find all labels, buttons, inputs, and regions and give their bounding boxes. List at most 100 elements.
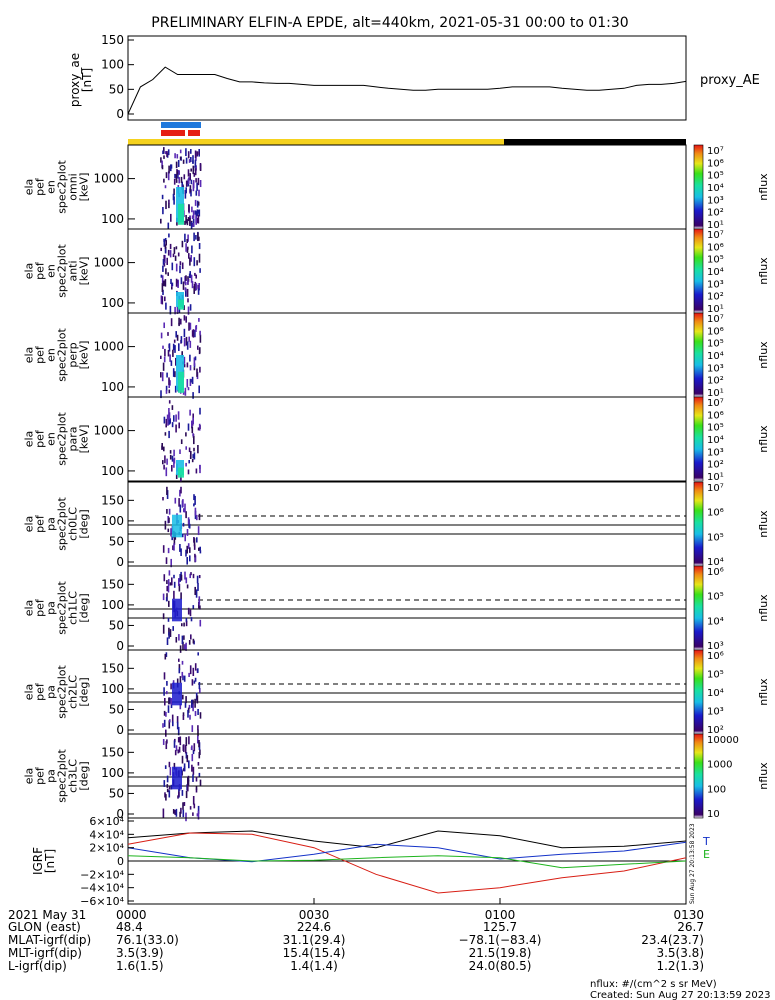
spectrogram-pixel [167,149,170,156]
spectrogram-pixel [180,176,183,183]
spectrogram-pixel [189,609,192,617]
ylabel-line: para [67,427,80,452]
spectrogram-pixel [191,420,193,429]
spectrogram-pixel [178,578,180,586]
spectrogram-pixel [185,243,187,252]
info-value: 224.6 [297,920,331,934]
spectrogram-pixel [184,190,187,199]
spectrogram-pixel [198,596,201,605]
energy-tick-label: 100 [101,212,124,226]
ylabel-line: spec2plot [56,412,69,466]
pa-tick-label: 150 [101,745,124,759]
spectrogram-pixel [198,151,200,155]
pa-tick-label: 0 [116,639,124,653]
spectrogram-pixel [193,452,196,460]
ylabel-line: spec2plot [56,749,69,803]
colorbar [693,312,704,398]
colorbar-tick-label: 10⁷ [707,146,724,157]
spectrogram-pixel [176,721,179,730]
spectrogram-pixel [188,336,190,342]
spectrogram-pixel [179,149,182,154]
spectrogram-pixel [190,157,192,162]
spectrogram-pixel [178,177,180,184]
spectrogram-pixel [165,729,167,737]
spectrogram-pixel [172,545,174,551]
info-value: 15.4(15.4) [283,946,346,960]
pa-y-axis-label: elapefpaspec2plotch3LC[deg] [23,749,91,803]
ylabel-line: perp [67,342,80,367]
pitch-angle-core [172,598,182,622]
spectrogram-pixel [165,794,167,801]
spectrogram-pixel [166,691,168,695]
bar-black [504,139,686,145]
spectrogram-pixel [185,432,187,437]
spectrogram-pixel [166,257,168,265]
igrf-legend-e: E [703,848,710,861]
ylabel-line: spec2plot [56,160,69,214]
spectrogram-pixel [187,517,190,525]
colorbar [693,481,704,567]
panel-frame [127,144,687,230]
spectrogram-pixel [175,637,178,643]
spectrogram-pixel [178,307,181,314]
ylabel-line: [deg] [78,677,91,706]
spectrogram-pixel [177,160,180,167]
spectrogram-pixel [165,390,168,394]
spectrogram-pixel [191,699,193,708]
pa-tick-label: 50 [109,618,124,632]
spectrogram-pixel [173,449,175,457]
ylabel-line: ch3LC [67,759,80,793]
colorbar-tick-label: 10⁷ [707,230,724,241]
energy-spectrogram-panels: 1001000elapefenspec2plotomni[keV]10⁷10⁶1… [23,144,770,483]
ylabel-line: [deg] [78,509,91,538]
spectrogram-pixel [175,179,178,183]
spectrogram-pixel [182,641,184,651]
spectrogram-pixel [185,336,188,346]
energy-tick-label: 100 [101,464,124,478]
colorbar-tick-label: 10 [707,809,720,820]
info-time: 0130 [673,908,704,922]
spectrogram-pixel [195,468,198,474]
spectrogram-pixel [194,199,197,206]
ylabel-line: [keV] [78,257,91,286]
spectrogram-pixel [178,422,180,429]
spectrogram-pixel [185,511,187,519]
pa-tick-label: 150 [101,577,124,591]
spectrogram-pixel [187,607,190,615]
spectrogram-pixel [183,763,186,772]
science-zone-bars [128,122,686,145]
spectrogram-pixel [168,419,171,425]
spectrogram-pixel [185,696,187,704]
spectrogram-pixel [192,704,194,712]
spectrogram-pixel [181,635,184,645]
spectrogram-pixel [187,234,189,242]
spectrogram-pixel [197,177,200,186]
spectrogram-core [178,467,184,478]
spectrogram-pixel [178,170,180,175]
spectrogram-pixel [196,260,198,266]
ylabel-line: ela [23,347,36,364]
spectrogram-pixel [192,812,194,816]
colorbar [693,565,704,651]
spectrogram-pixel [194,210,197,215]
spectrogram-pixel [162,265,164,272]
spectrogram-pixel [193,257,196,267]
bar-yellow [128,139,504,145]
spectrogram-pixel [171,536,173,541]
spectrogram-pixel [160,332,163,339]
spectrogram-pixel [163,416,166,424]
spectrogram-pixel [197,232,199,242]
spectrogram-pixel [162,345,164,349]
spectrogram-pixel [198,209,201,217]
spectrogram-pixel [192,638,195,644]
spectrogram-pixel [163,254,165,262]
spectrogram-pixel [170,698,172,705]
spectrogram-pixel [184,233,186,243]
spectrogram-pixel [198,189,200,197]
spectrogram-pixel [185,275,187,281]
colorbar-tick-label: 10³ [707,707,724,718]
spectrogram-pixel [186,379,189,388]
colorbar-tick-label: 10³ [707,447,724,458]
info-row-label: MLT-igrf(dip) [8,946,82,960]
spectrogram-pixel [188,177,190,184]
